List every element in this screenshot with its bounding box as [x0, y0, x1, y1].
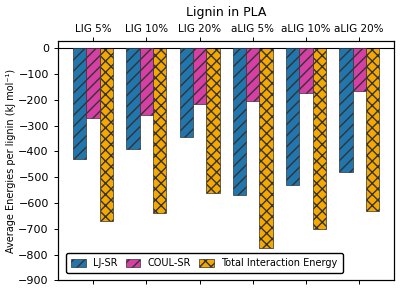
Bar [100, 48, 113, 221]
Bar [193, 48, 206, 104]
Bar [299, 48, 313, 93]
Bar [206, 48, 220, 193]
Bar [286, 48, 299, 185]
Bar [352, 48, 366, 91]
Bar [140, 48, 153, 115]
Bar [86, 48, 100, 118]
Bar [246, 48, 260, 101]
Bar [153, 48, 166, 213]
Bar [180, 48, 193, 137]
Bar [339, 48, 352, 172]
Bar [260, 48, 273, 248]
Bar [366, 48, 379, 211]
Legend: LJ-SR, COUL-SR, Total Interaction Energy: LJ-SR, COUL-SR, Total Interaction Energy [66, 253, 342, 273]
Bar [73, 48, 86, 159]
Y-axis label: Average Energies per lignin (kJ mol⁻¹): Average Energies per lignin (kJ mol⁻¹) [6, 68, 16, 253]
Bar [313, 48, 326, 229]
Bar [126, 48, 140, 149]
Bar [233, 48, 246, 195]
Title: Lignin in PLA: Lignin in PLA [186, 6, 266, 19]
